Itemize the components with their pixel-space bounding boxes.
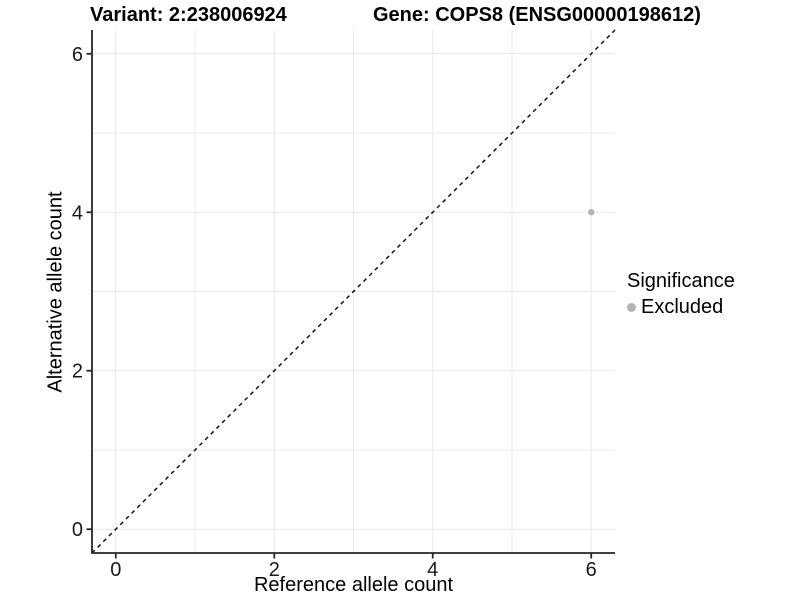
y-tick-label-4: 4 <box>72 202 83 224</box>
x-tick-label-0: 0 <box>110 559 121 581</box>
x-axis-title: Reference allele count <box>253 574 453 596</box>
legend-item-excluded: Excluded <box>627 294 735 320</box>
x-tick-label-4: 4 <box>427 559 438 581</box>
y-tick-label-0: 0 <box>72 519 83 541</box>
x-tick-label-6: 6 <box>586 559 597 581</box>
y-axis-title: Alternative allele count <box>44 191 67 393</box>
axis-lines <box>91 30 615 554</box>
y-tick-label-6: 6 <box>72 44 83 66</box>
x-tick-label-2: 2 <box>269 559 280 581</box>
plot-title-variant: Variant: 2:238006924 <box>90 4 287 26</box>
data-point-0 <box>588 209 595 216</box>
identity-line <box>91 29 616 554</box>
legend-title: Significance <box>627 270 735 292</box>
legend-item-label: Excluded <box>641 296 724 318</box>
y-tick-label-2: 2 <box>72 361 83 383</box>
legend: Significance Excluded <box>627 268 735 320</box>
legend-key-dot <box>627 302 636 312</box>
plot-title-gene: Gene: COPS8 (ENSG00000198612) <box>373 4 701 26</box>
